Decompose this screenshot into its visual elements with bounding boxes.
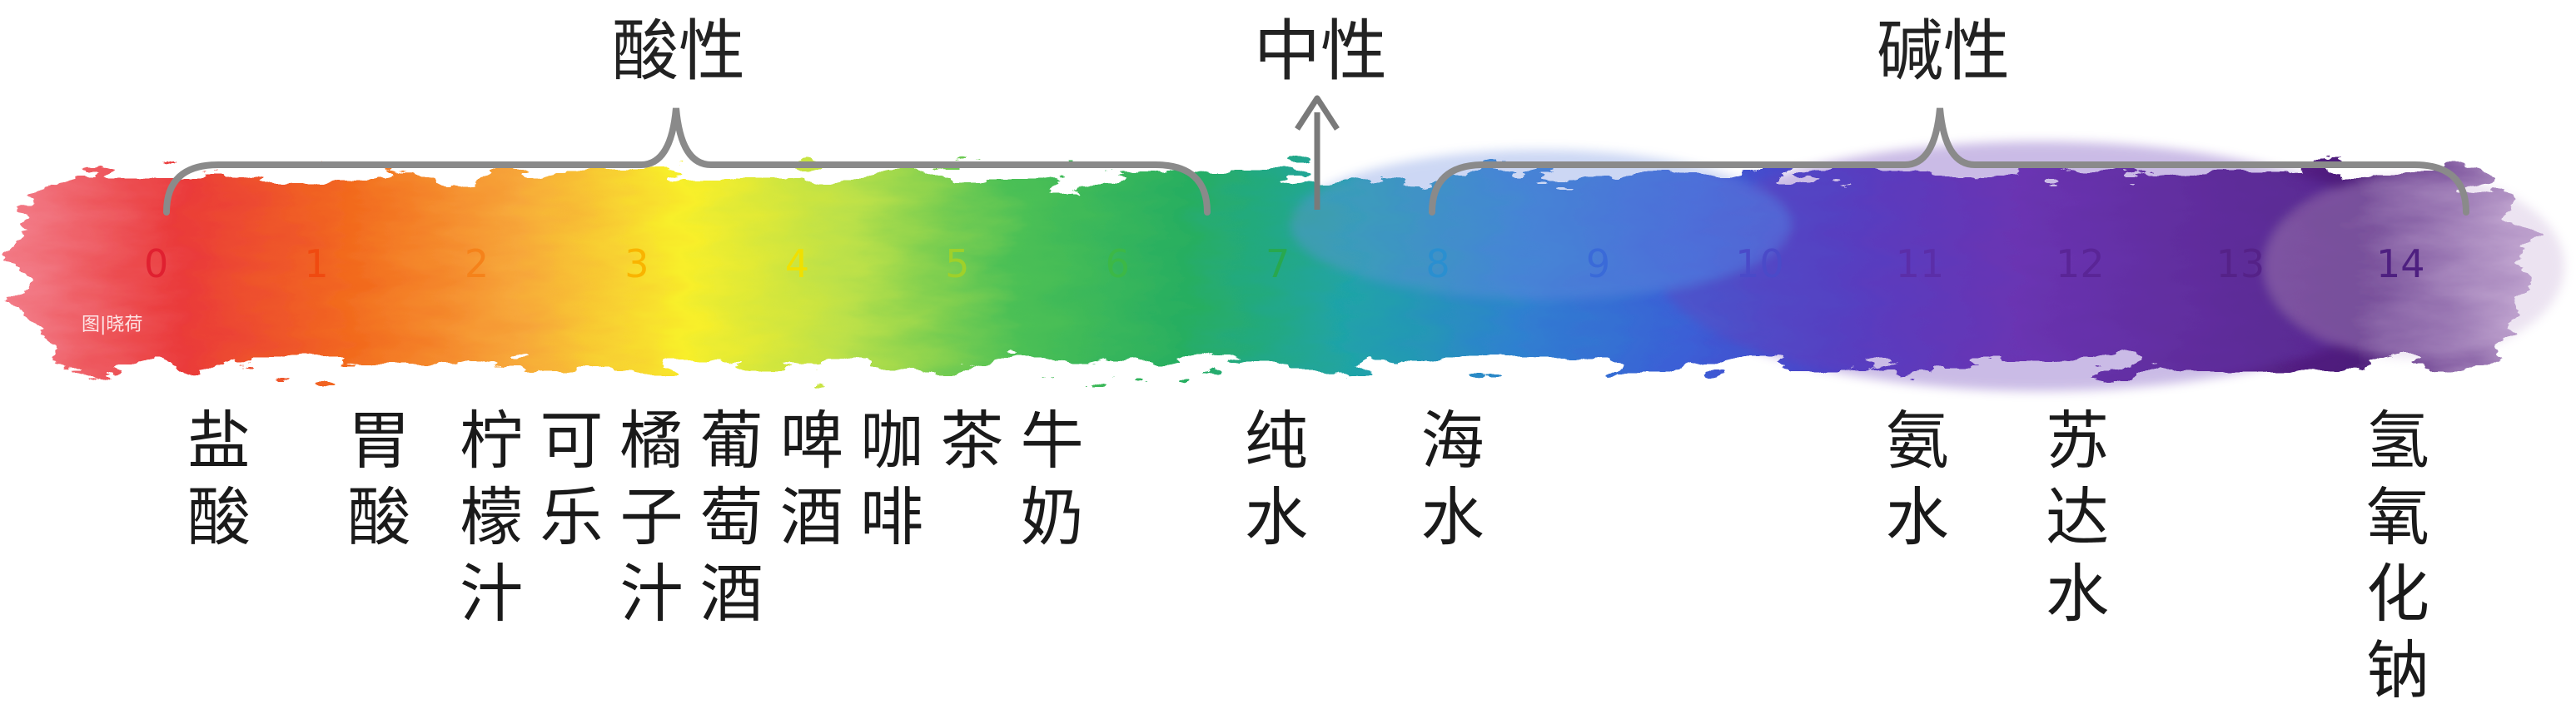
ph-tick-10: 10 xyxy=(1735,241,1784,286)
base-bracket xyxy=(1429,107,2469,216)
example-label-11: 海 水 xyxy=(1420,404,1484,554)
watermark: 图|晓荷 xyxy=(82,315,143,335)
example-label-6: 啤 酒 xyxy=(779,404,843,554)
neutral-heading: 中性 xyxy=(1254,12,1387,90)
neutral-arrow-icon xyxy=(1295,95,1340,131)
example-label-3: 可 乐 xyxy=(540,404,604,554)
ph-tick-2: 2 xyxy=(464,241,490,286)
ph-tick-1: 1 xyxy=(304,241,329,286)
ph-tick-11: 11 xyxy=(1895,241,1945,286)
example-label-9: 牛 奶 xyxy=(1020,404,1084,554)
base-heading: 碱性 xyxy=(1877,12,2010,90)
ph-tick-8: 8 xyxy=(1425,241,1450,286)
ph-tick-14: 14 xyxy=(2376,241,2425,286)
example-label-4: 橘 子 汁 xyxy=(619,404,684,631)
example-label-5: 葡 萄 酒 xyxy=(699,404,763,631)
ph-tick-5: 5 xyxy=(945,241,970,286)
example-label-0: 盐 酸 xyxy=(186,404,251,554)
example-label-12: 氨 水 xyxy=(1885,404,1949,554)
example-label-8: 茶 xyxy=(940,404,1004,478)
ph-tick-4: 4 xyxy=(784,241,809,286)
acid-bracket xyxy=(163,107,1211,216)
example-label-7: 咖 啡 xyxy=(860,404,924,554)
ph-tick-7: 7 xyxy=(1266,241,1290,286)
example-label-2: 柠 檬 汁 xyxy=(460,404,524,631)
example-label-14: 氢 氧 化 钠 xyxy=(2366,404,2429,707)
example-label-13: 苏 达 水 xyxy=(2046,404,2110,631)
ph-tick-0: 0 xyxy=(144,241,169,286)
ph-tick-13: 13 xyxy=(2215,241,2265,286)
ph-tick-6: 6 xyxy=(1105,241,1130,286)
ph-tick-12: 12 xyxy=(2056,241,2105,286)
acid-heading: 酸性 xyxy=(612,12,745,90)
example-label-1: 胃 酸 xyxy=(347,404,411,554)
ph-tick-9: 9 xyxy=(1585,241,1611,286)
example-label-10: 纯 水 xyxy=(1245,404,1308,554)
ph-tick-3: 3 xyxy=(624,241,649,286)
